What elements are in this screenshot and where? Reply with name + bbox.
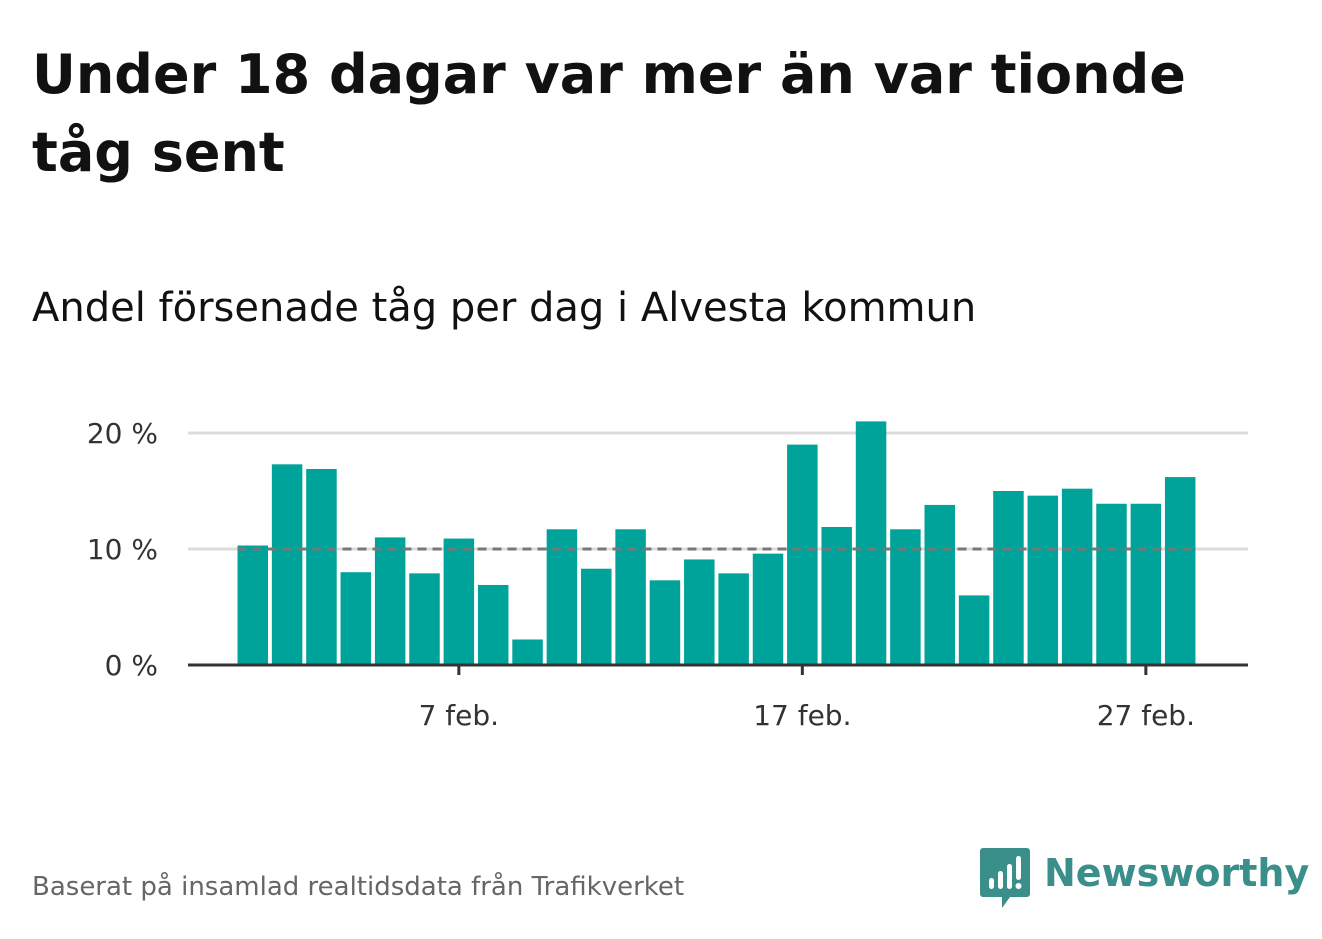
bar (649, 580, 681, 665)
bar (477, 584, 509, 665)
y-tick-label: 20 % (87, 417, 158, 450)
bar (615, 529, 646, 665)
bar (684, 559, 715, 665)
chart-subtitle: Andel försenade tåg per dag i Alvesta ko… (32, 285, 977, 331)
bar (890, 529, 921, 665)
x-tick-label: 7 feb. (419, 699, 499, 732)
bar (924, 504, 955, 665)
y-tick-label: 0 % (105, 649, 158, 682)
bar (718, 573, 749, 665)
bar (306, 468, 337, 665)
bar (512, 639, 543, 665)
bar (1096, 503, 1127, 665)
brand-logo-group: Newsworthy (980, 848, 1309, 910)
bar (581, 568, 612, 665)
bar (271, 464, 303, 665)
bar (1061, 488, 1093, 665)
bar (340, 572, 372, 665)
bar (752, 553, 784, 665)
chart-title: Under 18 dagar var mer än var tionde tåg… (32, 43, 1186, 184)
brand-name: Newsworthy (1044, 851, 1310, 895)
bar (1130, 503, 1162, 665)
x-tick-label: 27 feb. (1097, 699, 1195, 732)
bar (855, 421, 887, 665)
bar-chart: 0 % 10 % 20 % 7 feb. 17 feb. 27 feb. (87, 417, 1248, 732)
bar (409, 573, 440, 665)
x-tick-label: 17 feb. (753, 699, 851, 732)
bar (1027, 495, 1059, 665)
source-note: Baserat på insamlad realtidsdata från Tr… (32, 872, 685, 902)
bar (237, 545, 268, 665)
bar (993, 491, 1024, 665)
bar (1164, 477, 1196, 665)
bar (546, 529, 578, 665)
bar (787, 444, 818, 665)
bar (958, 595, 990, 665)
y-tick-label: 10 % (87, 533, 158, 566)
bar (443, 538, 475, 665)
newsworthy-logo-icon (980, 848, 1030, 908)
bar (374, 537, 406, 665)
